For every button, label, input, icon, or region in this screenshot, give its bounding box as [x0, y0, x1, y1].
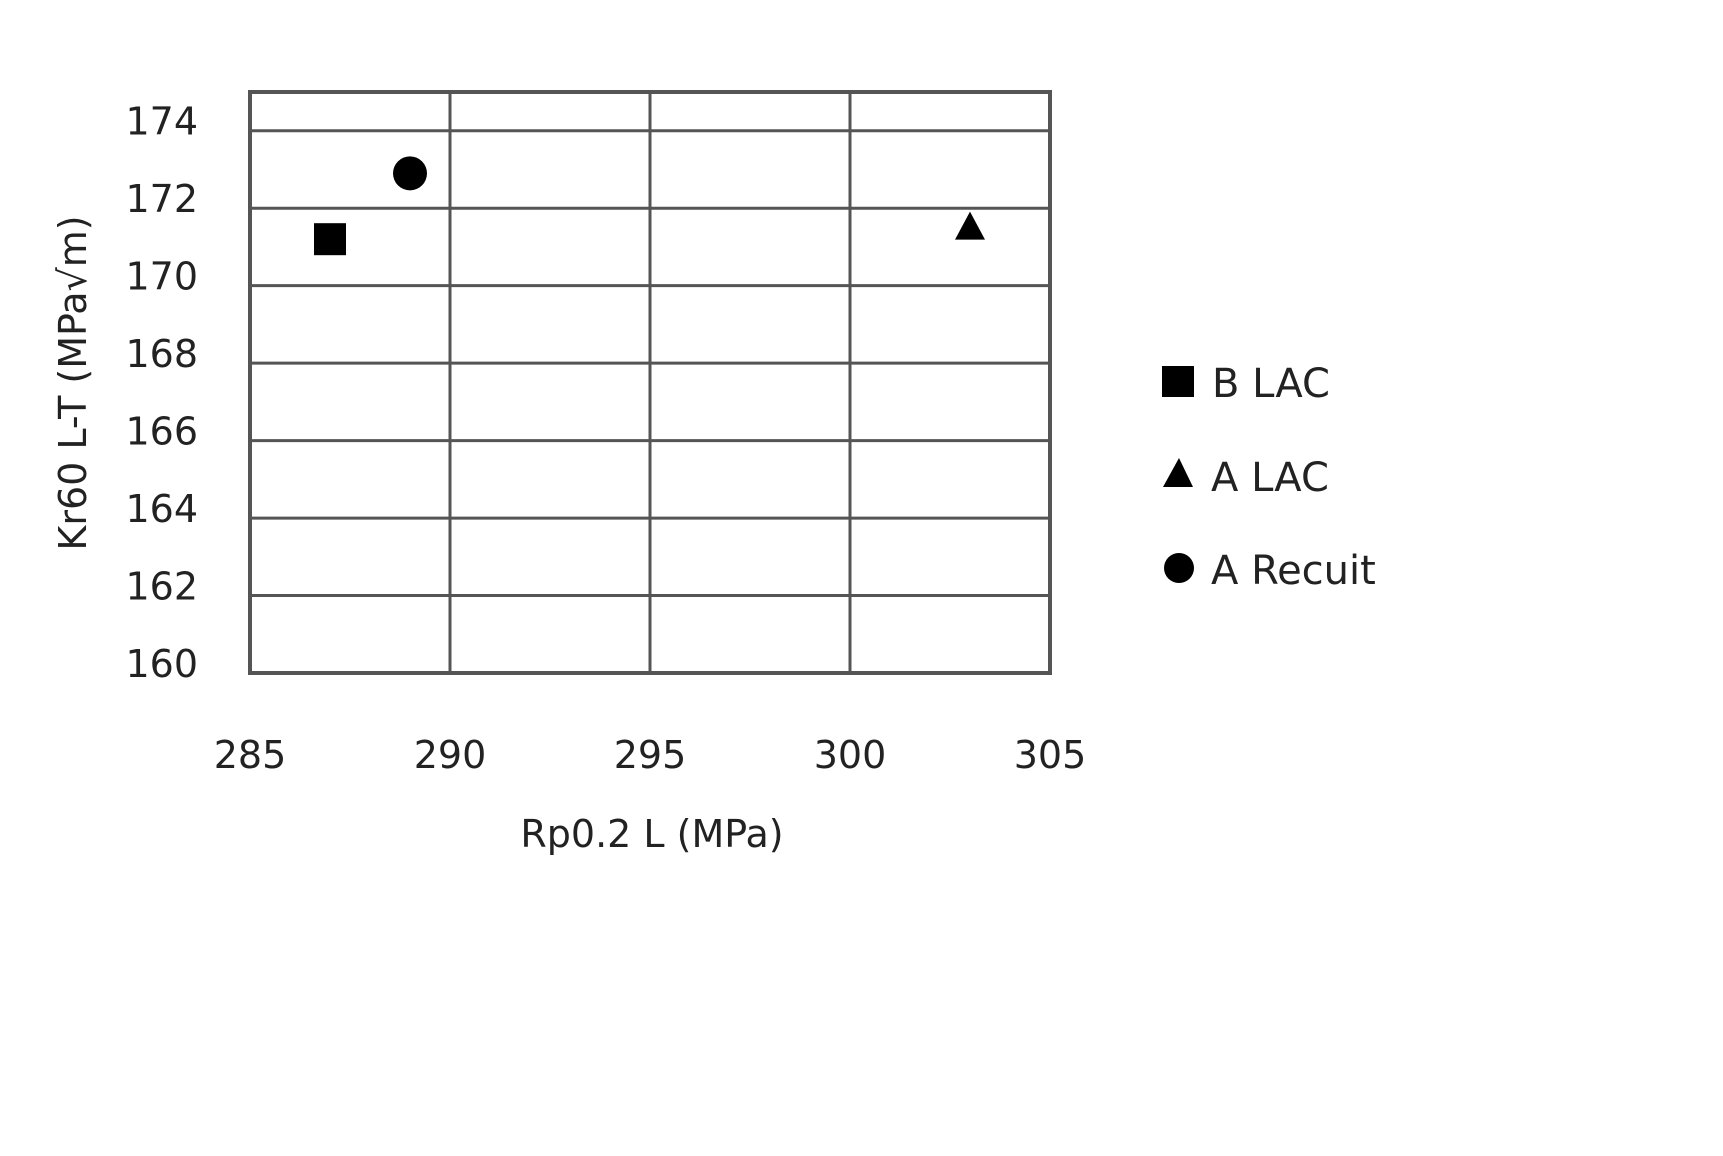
- y-tick-label: 174: [125, 100, 198, 144]
- x-tick-label: 305: [1014, 733, 1087, 777]
- legend: B LAC A LAC A Recuit: [1162, 361, 1376, 594]
- legend-label: A LAC: [1211, 455, 1329, 501]
- x-axis-title: Rp0.2 L (MPa): [520, 812, 783, 856]
- triangle-marker-icon: [1163, 458, 1193, 487]
- square-marker-icon: [1162, 366, 1194, 397]
- x-tick-label: 300: [814, 733, 887, 777]
- y-tick-label: 168: [125, 332, 198, 376]
- y-axis-ticks: 160 162 164 166 168 170 172 174: [125, 100, 198, 686]
- x-tick-label: 295: [614, 733, 687, 777]
- legend-item-a-recuit: A Recuit: [1164, 548, 1376, 594]
- y-tick-label: 160: [125, 642, 198, 686]
- x-tick-label: 285: [214, 733, 287, 777]
- legend-label: A Recuit: [1211, 548, 1376, 594]
- y-axis-title: Kr60 L-T (MPa√m): [51, 215, 95, 550]
- y-tick-label: 170: [125, 255, 198, 299]
- grid-lines: [250, 92, 1050, 673]
- circle-marker-icon: [1164, 553, 1194, 583]
- x-tick-label: 290: [414, 733, 487, 777]
- y-tick-label: 164: [125, 487, 198, 531]
- y-tick-label: 172: [125, 177, 198, 221]
- y-tick-label: 166: [125, 410, 198, 454]
- circle-marker-icon: [393, 156, 427, 191]
- triangle-marker-icon: [955, 211, 985, 240]
- y-tick-label: 162: [125, 565, 198, 609]
- legend-item-b-lac: B LAC: [1162, 361, 1330, 407]
- plot-area-border: [248, 90, 1052, 675]
- legend-label: B LAC: [1212, 361, 1330, 407]
- legend-item-a-lac: A LAC: [1163, 455, 1329, 501]
- data-points: [314, 156, 985, 256]
- x-axis-ticks: 285 290 295 300 305: [214, 733, 1087, 777]
- square-marker-icon: [314, 223, 346, 256]
